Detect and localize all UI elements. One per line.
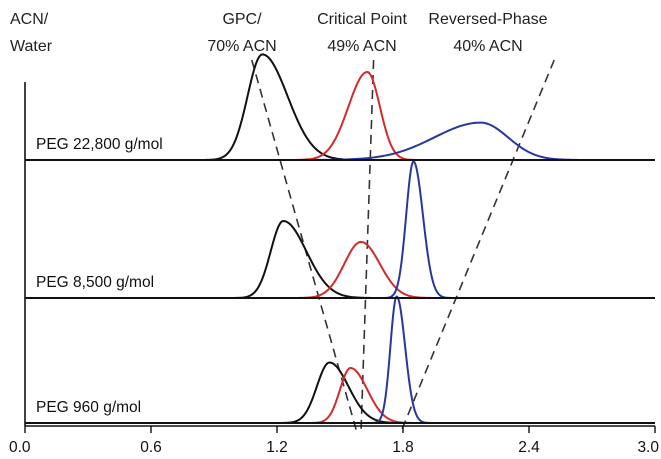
trace-reversed xyxy=(249,121,618,161)
column-header-line: Water xyxy=(10,38,53,55)
axes xyxy=(24,82,656,433)
trace-reversed xyxy=(376,160,462,299)
trace-gpc xyxy=(220,220,399,299)
column-header-line: 49% ACN xyxy=(327,38,396,55)
x-tick-label: 3.0 xyxy=(637,439,659,456)
column-header-line: Reversed-Phase xyxy=(428,11,547,28)
column-header-line: 70% ACN xyxy=(207,38,276,55)
x-tick-label: 2.4 xyxy=(518,439,540,456)
panel-label: PEG 960 g/mol xyxy=(36,399,141,416)
chromatogram-traces xyxy=(188,53,618,424)
trace-reversed xyxy=(364,295,440,424)
trend-guide-line xyxy=(400,59,555,433)
column-header-line: 40% ACN xyxy=(453,38,522,55)
trace-gpc xyxy=(188,53,389,161)
panel-label: PEG 8,500 g/mol xyxy=(36,274,154,291)
column-header-line: ACN/ xyxy=(10,11,49,28)
panel-labels: PEG 22,800 g/mol PEG 8,500 g/mol PEG 960 g… xyxy=(36,136,163,416)
x-tick-label: 0.0 xyxy=(9,439,31,456)
panel-label: PEG 22,800 g/mol xyxy=(36,136,163,153)
column-header-line: GPC/ xyxy=(222,11,262,28)
x-tick-label: 0.6 xyxy=(140,439,162,456)
x-tick-label: 1.2 xyxy=(266,439,288,456)
x-tick-label: 1.8 xyxy=(392,439,414,456)
column-headers: ACN/Water GPC/70% ACN Critical Point 49% AC… xyxy=(10,11,548,55)
x-axis-ticks: 0.0 0.6 1.2 1.8 2.4 3.0 xyxy=(9,439,659,456)
column-header-line: Critical Point xyxy=(317,11,407,28)
